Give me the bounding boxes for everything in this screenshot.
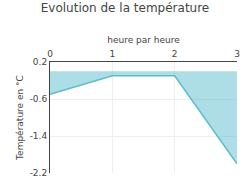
- svg-text:0.2: 0.2: [33, 57, 47, 67]
- svg-text:Température en °C: Température en °C: [15, 75, 25, 161]
- svg-text:3: 3: [234, 49, 240, 59]
- svg-text:-0.6: -0.6: [30, 94, 48, 104]
- svg-text:-1.4: -1.4: [30, 131, 48, 141]
- svg-text:0: 0: [47, 49, 53, 59]
- svg-text:1: 1: [109, 49, 115, 59]
- svg-text:2: 2: [172, 49, 178, 59]
- svg-text:Evolution de la température: Evolution de la température: [41, 1, 210, 15]
- svg-text:heure par heure: heure par heure: [107, 35, 180, 45]
- svg-text:-2.2: -2.2: [30, 168, 48, 178]
